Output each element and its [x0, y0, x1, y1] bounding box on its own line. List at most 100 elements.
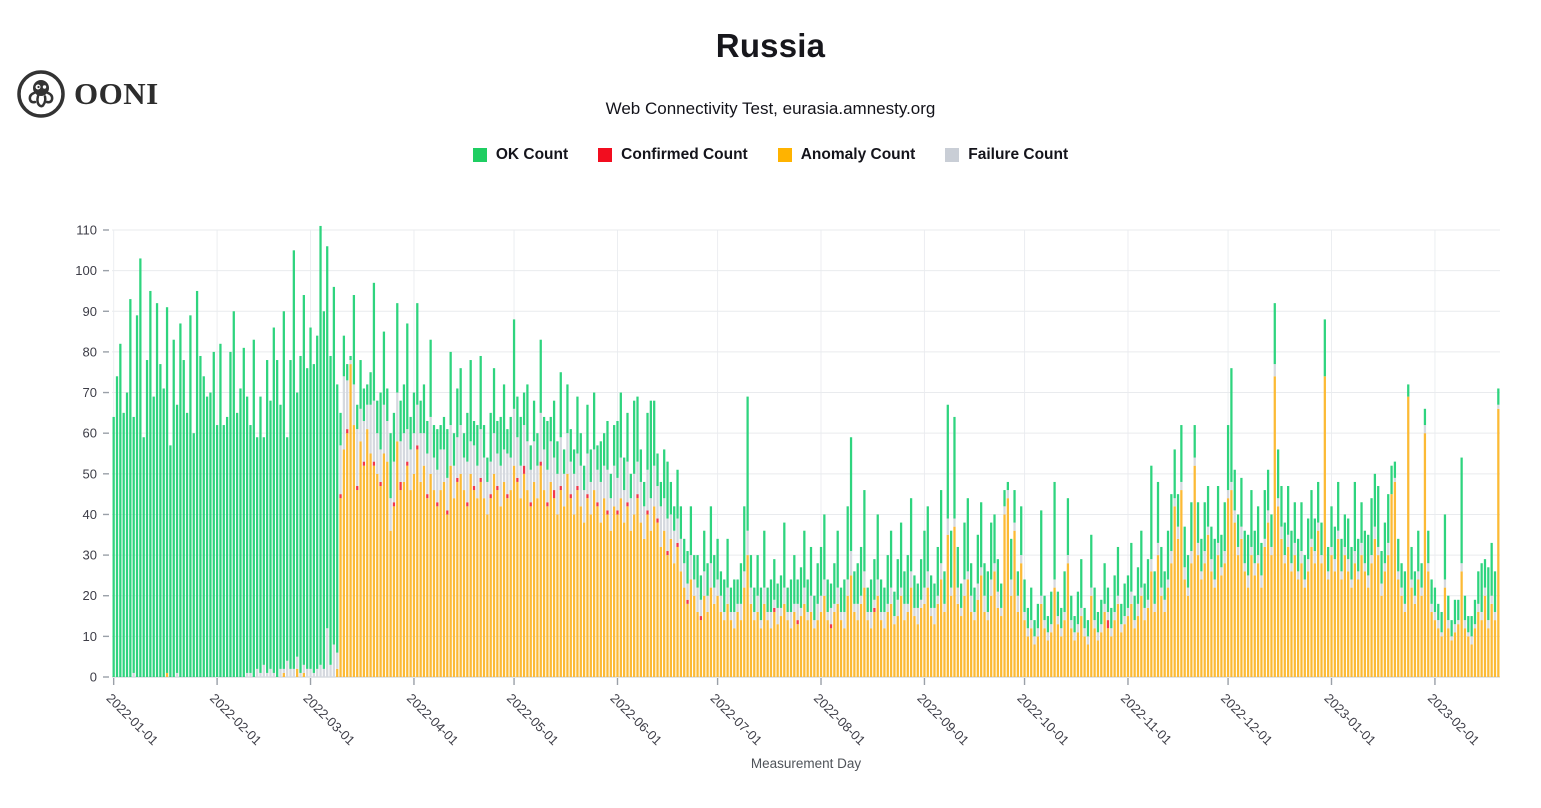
legend-label: Failure Count [968, 146, 1069, 163]
bar-segment [506, 494, 509, 499]
bar-segment [549, 441, 552, 482]
bar-segment [536, 465, 539, 499]
bar-segment [686, 603, 689, 677]
bar-segment [482, 498, 486, 677]
bar-segment [409, 416, 412, 450]
bar-segment [1210, 526, 1213, 560]
y-tick-label: 90 [83, 304, 97, 319]
bar-segment [1166, 579, 1170, 588]
bar-segment [1467, 616, 1470, 633]
legend-item-ok-count[interactable]: OK Count [472, 146, 568, 164]
bar-segment [1016, 595, 1020, 612]
bar-segment [873, 559, 876, 600]
bar-segment [1417, 571, 1420, 580]
bar-segment [623, 457, 626, 491]
bar-segment [749, 603, 753, 677]
bar-segment [1143, 583, 1146, 608]
bar-segment [579, 465, 582, 507]
bar-segment [913, 616, 916, 677]
bar-segment [1460, 571, 1463, 677]
bar-segment [299, 355, 302, 673]
bar-segment [1003, 506, 1006, 515]
bar-segment [899, 595, 903, 677]
bar-segment [619, 457, 622, 499]
bar-segment [456, 477, 459, 482]
bar-segment [1290, 563, 1293, 572]
bar-segment [1320, 522, 1323, 556]
bar-segment [893, 616, 896, 625]
bar-segment [933, 624, 936, 677]
bar-segment [1450, 640, 1453, 677]
bar-segment [796, 620, 799, 625]
bar-segment [526, 490, 529, 677]
bar-segment [346, 364, 349, 381]
bar-segment [1120, 624, 1123, 633]
bar-segment [1256, 563, 1260, 677]
bar-segment [1380, 583, 1383, 596]
bar-segment [1153, 603, 1156, 612]
bar-segment [1093, 587, 1096, 621]
bar-segment [496, 453, 499, 487]
bar-segment [1186, 587, 1190, 596]
bar-segment [342, 449, 346, 677]
bar-segment [819, 611, 823, 677]
bar-segment [869, 611, 873, 629]
bar-segment [716, 579, 719, 596]
bar-segment [986, 571, 989, 612]
bar-segment [1103, 611, 1106, 677]
bar-segment [409, 490, 412, 677]
x-tick-label: 2022-09-01 [914, 691, 972, 749]
bar-segment [669, 514, 673, 539]
bar-segment [539, 412, 542, 462]
bar-segment [1383, 522, 1387, 564]
bar-segment [1003, 490, 1006, 507]
bar-segment [1273, 376, 1276, 677]
bar-segment [953, 518, 956, 527]
bar-segment [1273, 303, 1276, 365]
bar-segment [466, 506, 469, 677]
bar-segment [1387, 555, 1390, 677]
bar-segment [379, 392, 382, 450]
bar-segment [806, 620, 809, 677]
bar-segment [225, 416, 229, 677]
bar-segment [1480, 611, 1483, 621]
bar-segment [396, 392, 399, 442]
bar-segment [512, 319, 516, 409]
bar-segment [939, 563, 943, 580]
bar-segment [1410, 546, 1413, 580]
legend-item-anomaly-count[interactable]: Anomaly Count [777, 146, 915, 164]
bar-segment [509, 490, 512, 677]
bar-segment [502, 481, 506, 677]
bar-segment [743, 506, 746, 572]
bar-segment [1347, 518, 1350, 560]
bar-segment [399, 490, 402, 677]
legend-item-failure-count[interactable]: Failure Count [945, 146, 1068, 164]
bar-segment [359, 360, 362, 409]
bar-segment [826, 579, 829, 612]
bar-segment [653, 465, 656, 507]
legend-item-confirmed-count[interactable]: Confirmed Count [598, 146, 748, 164]
bar-segment [469, 360, 472, 442]
bar-segment [976, 599, 979, 677]
bar-segment [336, 668, 339, 677]
bar-segment [392, 502, 396, 507]
bar-segment [806, 579, 809, 612]
bar-segment [803, 603, 806, 677]
bar-segment [676, 546, 679, 677]
bar-segment [1146, 559, 1150, 600]
bar-segment [359, 441, 362, 677]
bar-segment [876, 595, 879, 677]
bar-segment [606, 469, 609, 511]
bar-segment [412, 473, 416, 677]
bar-segment [889, 603, 893, 677]
bar-segment [843, 611, 846, 629]
bar-segment [623, 522, 626, 677]
bar-segment [673, 530, 676, 564]
bar-segment [516, 437, 519, 478]
bar-segment [1083, 636, 1086, 677]
bar-segment [709, 587, 713, 677]
bar-segment [399, 481, 402, 491]
bar-segment [1063, 571, 1066, 612]
bar-segment [970, 611, 973, 677]
